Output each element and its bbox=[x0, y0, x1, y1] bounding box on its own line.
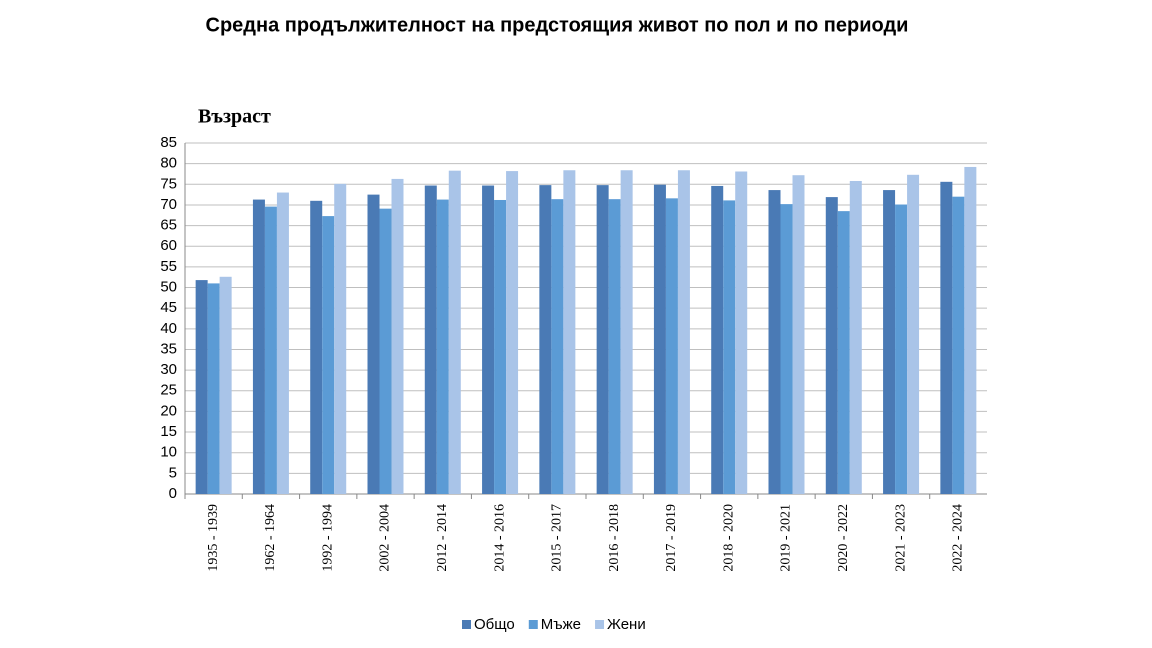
bar bbox=[563, 170, 576, 494]
x-tick-label: 2020 - 2022 bbox=[836, 504, 851, 572]
bar bbox=[952, 196, 965, 494]
y-tick-label: 15 bbox=[160, 423, 177, 440]
y-tick-label: 30 bbox=[160, 361, 177, 378]
bar bbox=[539, 185, 552, 494]
y-tick-label: 40 bbox=[160, 320, 177, 337]
y-tick-label: 80 bbox=[160, 155, 177, 172]
bar bbox=[310, 200, 323, 494]
x-tick-label: 2019 - 2021 bbox=[779, 504, 794, 572]
bar bbox=[620, 170, 633, 494]
bar bbox=[379, 208, 392, 494]
legend-swatch bbox=[462, 620, 471, 629]
bar bbox=[494, 199, 507, 494]
y-tick-label: 75 bbox=[160, 175, 177, 192]
x-tick-label: 1962 - 1964 bbox=[263, 504, 278, 572]
bar bbox=[276, 192, 289, 494]
y-tick-label: 65 bbox=[160, 217, 177, 234]
y-tick-label: 45 bbox=[160, 299, 177, 316]
legend-swatch bbox=[528, 620, 538, 629]
bar bbox=[825, 197, 838, 495]
bar bbox=[907, 174, 920, 495]
y-tick-label: 10 bbox=[160, 444, 177, 461]
x-tick-label: 1935 - 1939 bbox=[206, 504, 221, 572]
bar bbox=[665, 198, 678, 495]
bar bbox=[735, 171, 748, 495]
bar bbox=[849, 180, 862, 494]
bar bbox=[711, 185, 724, 495]
y-axis-label: Възраст bbox=[198, 106, 271, 128]
y-tick-label: 20 bbox=[160, 402, 177, 419]
chart-title: Средна продължителност на предстоящия жи… bbox=[206, 14, 909, 36]
x-tick-label: 2016 - 2018 bbox=[607, 504, 622, 572]
bar bbox=[252, 199, 265, 494]
bar bbox=[883, 190, 896, 494]
bar bbox=[677, 170, 690, 494]
x-tick-label: 2002 - 2004 bbox=[378, 504, 393, 572]
bar bbox=[207, 283, 220, 494]
bar bbox=[264, 206, 277, 494]
x-tick-label: 1992 - 1994 bbox=[320, 504, 335, 572]
legend-swatch bbox=[595, 620, 605, 629]
bar bbox=[219, 276, 232, 494]
x-tick-label: 2015 - 2017 bbox=[550, 504, 565, 572]
bar bbox=[837, 211, 850, 494]
bar bbox=[792, 175, 805, 494]
bar bbox=[653, 184, 666, 494]
y-tick-label: 50 bbox=[160, 278, 177, 295]
bar bbox=[768, 190, 781, 494]
bar bbox=[506, 171, 519, 494]
bar bbox=[424, 185, 437, 494]
x-tick-label: 2018 - 2020 bbox=[721, 504, 736, 572]
x-tick-label: 2014 - 2016 bbox=[492, 504, 507, 572]
bar bbox=[448, 170, 461, 494]
bar bbox=[895, 204, 908, 494]
bar bbox=[551, 199, 564, 494]
bar bbox=[608, 199, 621, 494]
y-tick-label: 0 bbox=[169, 485, 177, 502]
bar bbox=[596, 185, 609, 494]
bar bbox=[322, 216, 335, 495]
y-tick-label: 25 bbox=[160, 382, 177, 399]
x-tick-label: 2012 - 2014 bbox=[435, 504, 450, 572]
bar bbox=[780, 204, 793, 494]
bar bbox=[195, 280, 208, 494]
bar bbox=[367, 194, 380, 494]
bar bbox=[436, 199, 449, 494]
y-tick-label: 70 bbox=[160, 196, 177, 213]
legend-label: Мъже bbox=[541, 616, 581, 633]
y-tick-label: 55 bbox=[160, 258, 177, 275]
bar bbox=[334, 183, 347, 495]
bar bbox=[723, 200, 736, 495]
x-tick-label: 2021 - 2023 bbox=[893, 504, 908, 572]
legend-label: Общо bbox=[474, 616, 515, 633]
bar bbox=[940, 181, 953, 494]
legend-label: Жени bbox=[607, 616, 646, 633]
y-tick-label: 60 bbox=[160, 237, 177, 254]
x-tick-label: 2022 - 2024 bbox=[951, 504, 966, 572]
y-tick-label: 85 bbox=[160, 134, 177, 151]
y-tick-label: 5 bbox=[169, 464, 177, 481]
bar bbox=[482, 185, 495, 494]
y-tick-label: 35 bbox=[160, 340, 177, 357]
bar bbox=[964, 166, 977, 494]
x-tick-label: 2017 - 2019 bbox=[664, 504, 679, 572]
bar bbox=[391, 178, 404, 494]
